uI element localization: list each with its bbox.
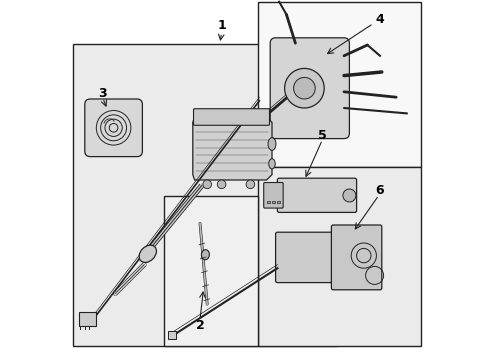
Circle shape <box>285 68 324 108</box>
Circle shape <box>294 77 315 99</box>
Circle shape <box>246 180 255 189</box>
Bar <box>79 312 96 326</box>
Text: 4: 4 <box>376 13 384 26</box>
Text: 5: 5 <box>318 129 327 141</box>
Circle shape <box>217 180 226 189</box>
Bar <box>168 331 175 339</box>
FancyBboxPatch shape <box>270 38 349 139</box>
Text: 2: 2 <box>196 319 204 332</box>
FancyBboxPatch shape <box>194 109 270 125</box>
Bar <box>277 201 280 203</box>
Bar <box>258 167 421 346</box>
Ellipse shape <box>201 250 209 260</box>
FancyBboxPatch shape <box>277 178 357 212</box>
Bar <box>73 44 337 346</box>
FancyBboxPatch shape <box>85 99 143 157</box>
Text: 1: 1 <box>217 19 226 32</box>
Bar <box>268 201 270 203</box>
Circle shape <box>203 180 212 189</box>
Ellipse shape <box>268 138 276 150</box>
Ellipse shape <box>139 245 156 262</box>
Bar <box>164 196 258 346</box>
Polygon shape <box>193 117 272 180</box>
Ellipse shape <box>269 159 275 169</box>
Text: 6: 6 <box>376 184 384 197</box>
Bar <box>272 201 275 203</box>
FancyBboxPatch shape <box>264 183 283 208</box>
Circle shape <box>343 189 356 202</box>
Text: 3: 3 <box>98 87 107 100</box>
FancyBboxPatch shape <box>331 225 382 290</box>
Bar <box>258 2 421 167</box>
FancyBboxPatch shape <box>275 232 337 283</box>
